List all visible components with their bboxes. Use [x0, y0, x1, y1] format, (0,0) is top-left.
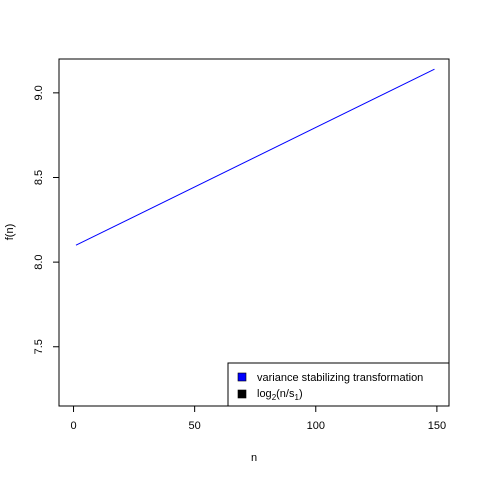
- series-layer: [75, 68, 435, 246]
- legend-label-vst: variance stabilizing transformation: [257, 372, 423, 384]
- y-axis: 7.5 8.0 8.5 9.0: [33, 85, 59, 354]
- legend-log2-post: ): [299, 388, 303, 400]
- legend-label-log2: log2(n/s1): [257, 388, 303, 402]
- legend-log2-pre: log: [257, 388, 272, 400]
- legend-box: [227, 362, 450, 407]
- y-tick-label: 8.5: [33, 170, 45, 185]
- legend-log2-sub1: 2: [272, 393, 277, 402]
- legend-swatch-log2: [237, 389, 247, 399]
- x-axis-label: n: [251, 452, 257, 464]
- y-axis-label: f(n): [4, 224, 16, 241]
- legend-swatch-vst: [237, 372, 247, 382]
- legend-log2-sub2: 1: [294, 393, 299, 402]
- y-tick-label: 9.0: [33, 85, 45, 100]
- x-tick-label: 150: [428, 420, 446, 432]
- x-tick-label: 0: [70, 420, 76, 432]
- x-axis: 0 50 100 150: [70, 406, 446, 432]
- legend: variance stabilizing transformation log2…: [227, 362, 450, 407]
- x-tick-label: 50: [189, 420, 201, 432]
- series-line: [75, 68, 435, 246]
- x-tick-label: 100: [307, 420, 325, 432]
- y-tick-label: 8.0: [33, 254, 45, 269]
- y-tick-label: 7.5: [33, 339, 45, 354]
- legend-log2-mid: (n/s: [276, 388, 295, 400]
